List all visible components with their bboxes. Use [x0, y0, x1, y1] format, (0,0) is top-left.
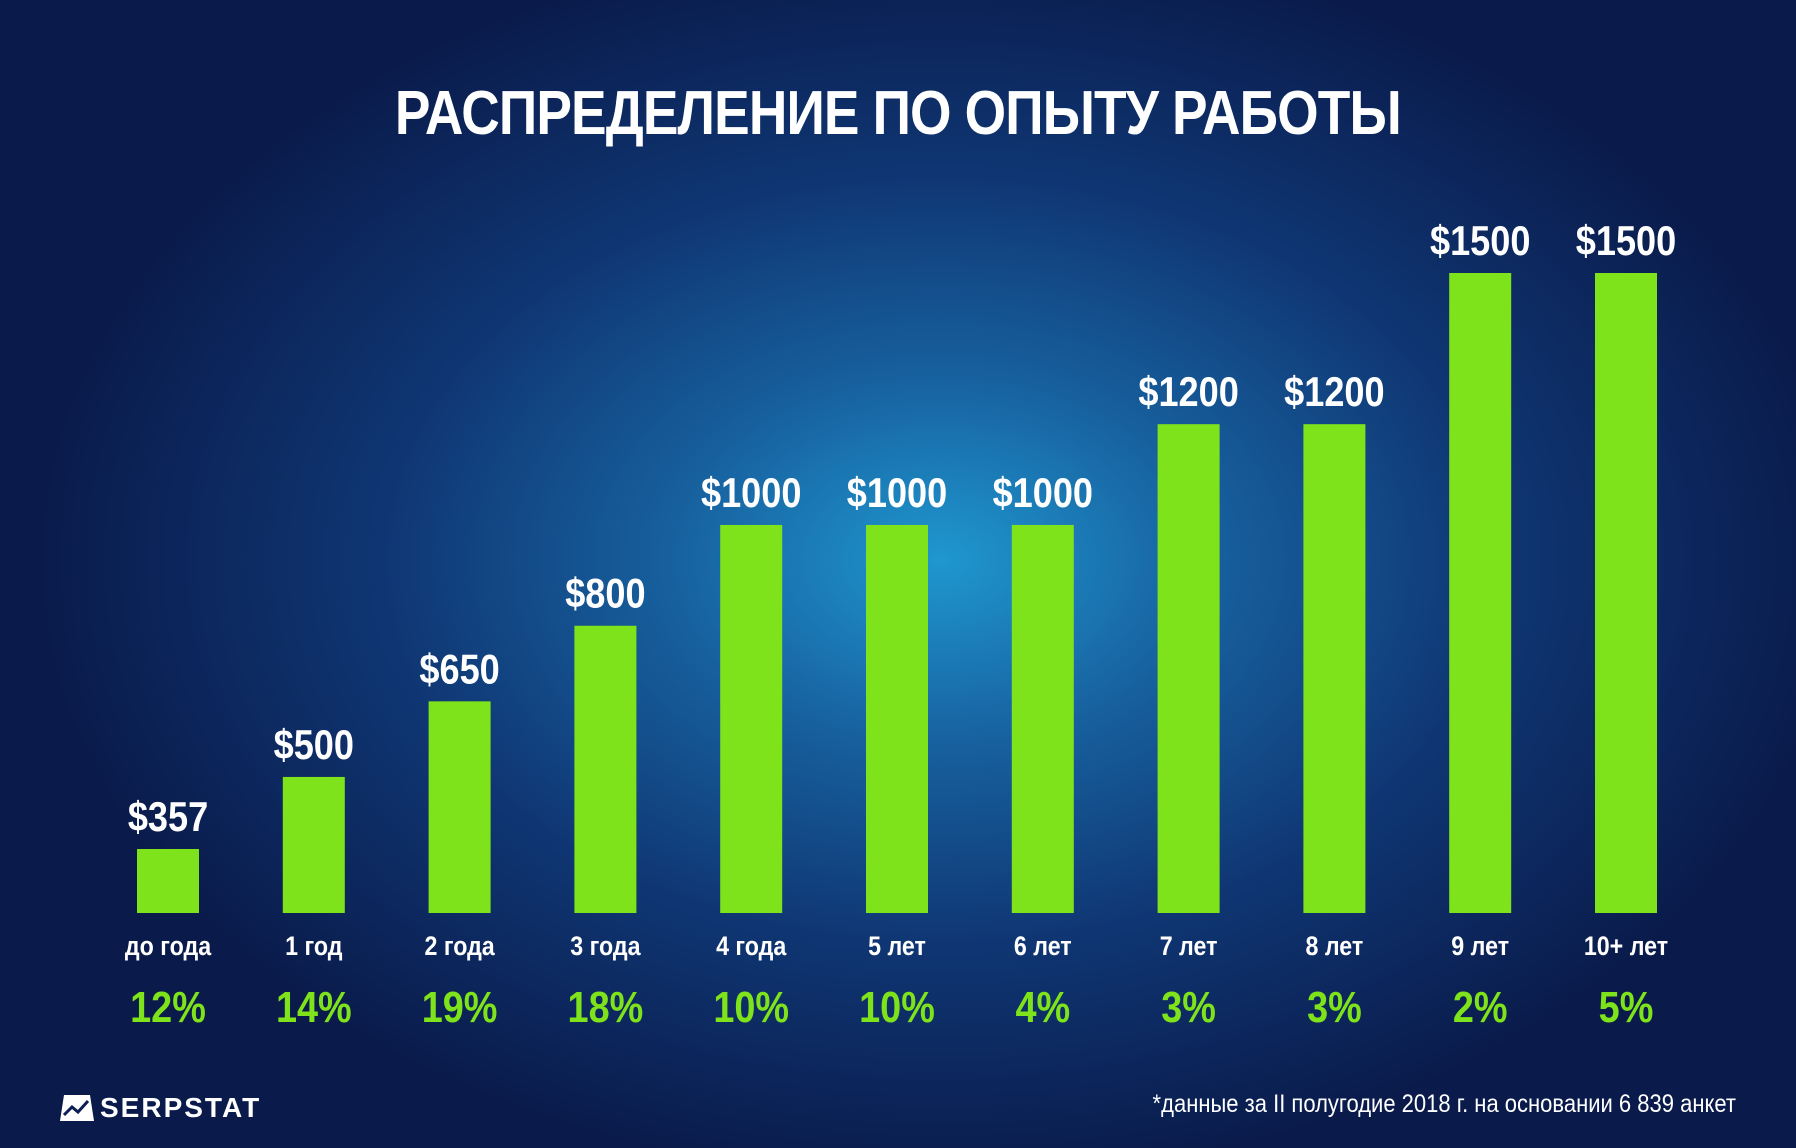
logo-text: SERPSTAT — [100, 1092, 262, 1123]
category-label: 8 лет — [1306, 931, 1364, 961]
share-label: 2% — [1453, 982, 1508, 1031]
share-label: 3% — [1307, 982, 1362, 1031]
category-label: 3 года — [570, 931, 641, 961]
share-label: 10% — [713, 982, 789, 1031]
share-label: 5% — [1599, 982, 1654, 1031]
bar — [574, 625, 637, 913]
value-label: $1000 — [993, 471, 1093, 517]
bar — [1011, 524, 1074, 913]
share-label: 12% — [130, 982, 206, 1031]
footnote: *данные за II полугодие 2018 г. на основ… — [1152, 1090, 1736, 1118]
value-label: $1500 — [1576, 219, 1676, 265]
category-label: 7 лет — [1160, 931, 1218, 961]
share-label: 19% — [422, 982, 498, 1031]
share-label: 14% — [276, 982, 352, 1031]
category-label: 5 лет — [868, 931, 926, 961]
share-label: 3% — [1161, 982, 1216, 1031]
value-label: $357 — [128, 795, 208, 841]
category-label: 2 года — [424, 931, 495, 961]
value-label: $1200 — [1284, 370, 1384, 416]
category-label: 9 лет — [1451, 931, 1509, 961]
value-label: $1000 — [847, 471, 947, 517]
share-label: 4% — [1015, 982, 1070, 1031]
bar — [720, 524, 783, 913]
value-label: $650 — [419, 647, 499, 693]
bar — [137, 849, 199, 913]
category-label: 6 лет — [1014, 931, 1072, 961]
category-label: 4 года — [716, 931, 787, 961]
share-label: 10% — [859, 982, 935, 1031]
category-label: 1 год — [285, 931, 342, 961]
bar — [1157, 424, 1220, 913]
value-label: $800 — [565, 571, 645, 617]
bar — [282, 776, 345, 913]
category-label: 10+ лет — [1584, 931, 1668, 961]
bar — [1449, 273, 1512, 913]
value-label: $1000 — [701, 471, 801, 517]
value-label: $1200 — [1138, 370, 1238, 416]
bar — [428, 701, 491, 913]
category-label: до года — [125, 931, 212, 961]
value-label: $500 — [274, 722, 354, 768]
serpstat-logo-icon — [60, 1095, 94, 1121]
bar — [1595, 273, 1657, 913]
chart-title: РАСПРЕДЕЛЕНИЕ ПО ОПЫТУ РАБОТЫ — [395, 79, 1402, 148]
value-label: $1500 — [1430, 219, 1530, 265]
bar — [1303, 424, 1366, 913]
share-label: 18% — [568, 982, 644, 1031]
bar — [866, 524, 928, 913]
serpstat-logo: SERPSTAT — [60, 1092, 261, 1124]
